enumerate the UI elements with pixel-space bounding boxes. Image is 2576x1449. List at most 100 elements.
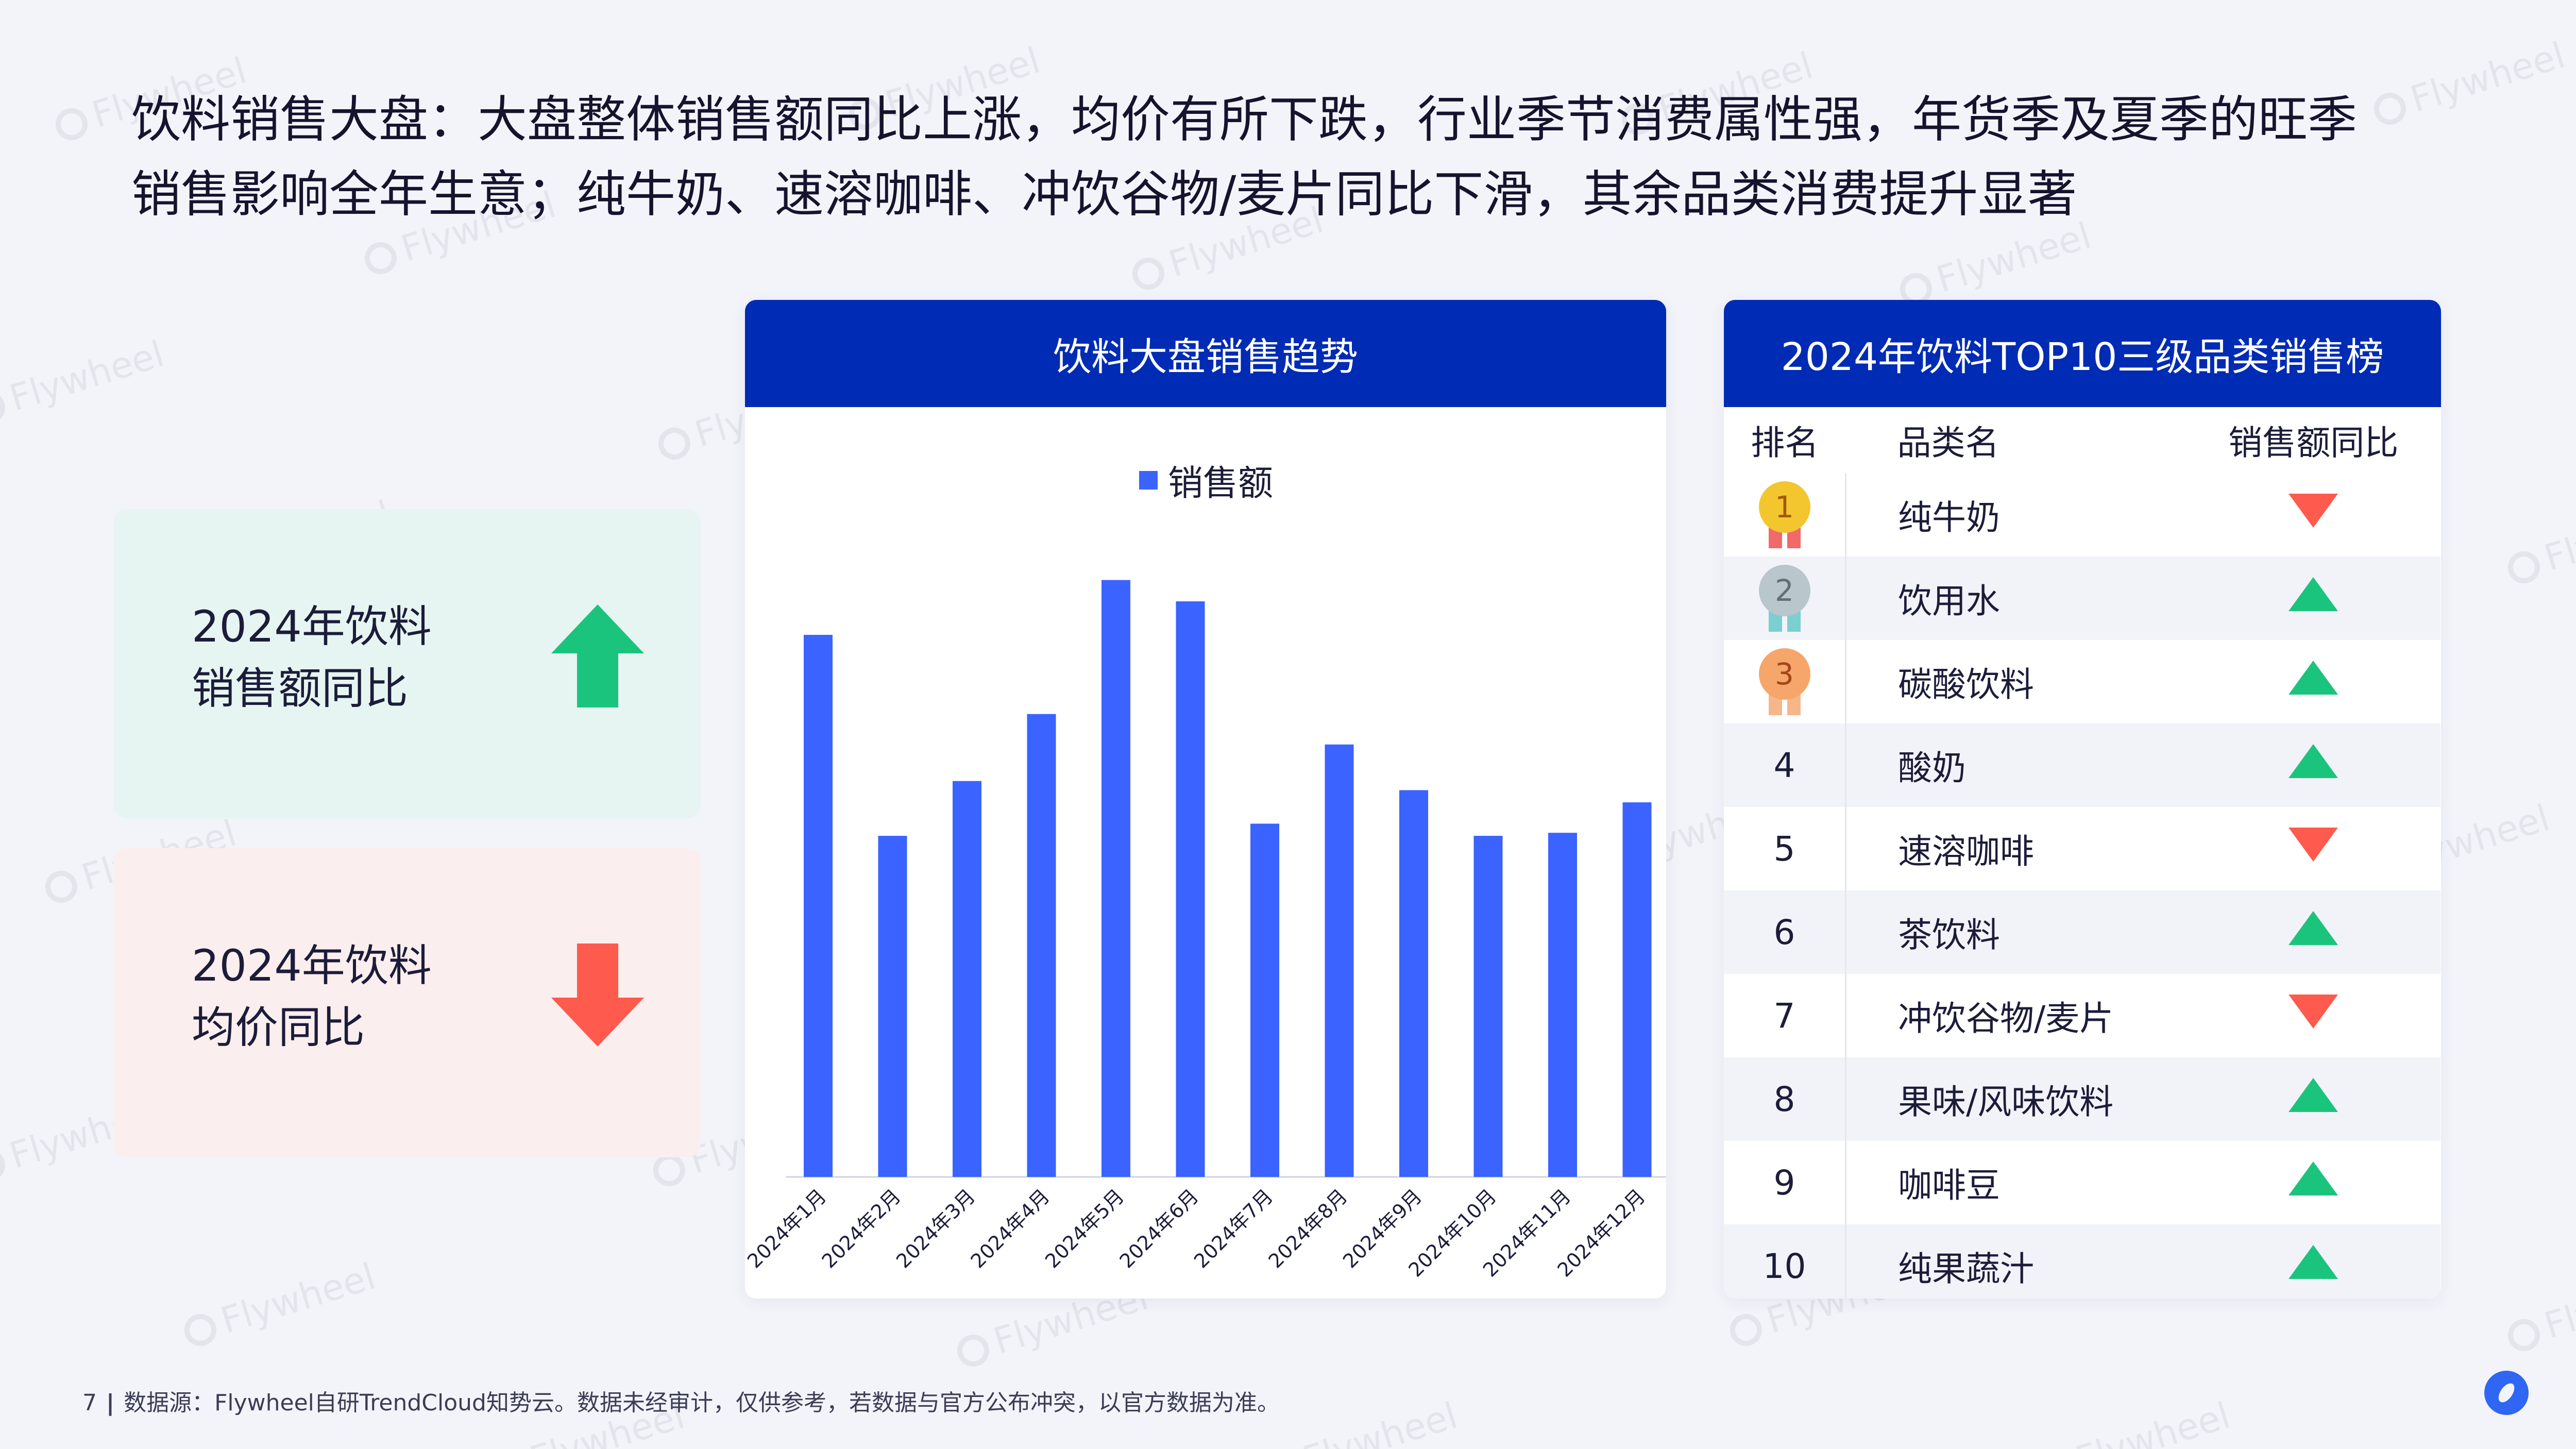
flywheel-watermark-icon xyxy=(361,238,401,278)
category-name: 饮用水 xyxy=(1845,557,2187,640)
x-tick-label: 2024年3月 xyxy=(892,1185,979,1272)
table-row: 9 咖啡豆 xyxy=(1724,1141,2441,1224)
table-row: 2 饮用水 xyxy=(1724,557,2441,640)
sales-trend-title: 饮料大盘销售趋势 xyxy=(745,300,1666,407)
table-row: 4 酸奶 xyxy=(1724,723,2441,807)
medal-rank-number: 1 xyxy=(1758,481,1810,533)
flywheel-watermark-icon xyxy=(52,104,92,144)
x-tick-label: 2024年2月 xyxy=(818,1185,905,1272)
flywheel-watermark-icon xyxy=(41,867,81,907)
table-row: 7 冲饮谷物/麦片 xyxy=(1724,974,2441,1057)
source-note: 数据源：Flywheel自研TrendCloud知势云。数据未经审计，仅供参考，… xyxy=(124,1390,1280,1416)
trend-cell xyxy=(2187,1057,2441,1141)
category-name: 纯牛奶 xyxy=(1898,498,2000,537)
x-tick-label: 2024年8月 xyxy=(1264,1185,1352,1272)
trend-cell xyxy=(2187,890,2441,974)
bar xyxy=(1250,823,1279,1177)
header-rank: 排名 xyxy=(1751,423,1819,463)
kpi-label-line: 销售额同比 xyxy=(192,663,409,714)
watermark: Flywheel xyxy=(0,333,169,431)
trend-cell xyxy=(2187,640,2441,723)
flywheel-watermark-icon xyxy=(0,1145,9,1185)
medal-rank-number: 2 xyxy=(1758,565,1810,616)
arrow-down-icon xyxy=(551,943,644,1047)
table-row: 10 纯果蔬汁 xyxy=(1724,1224,2441,1299)
triangle-down-icon xyxy=(2289,995,2338,1029)
medal-icon: 1 xyxy=(1756,481,1813,548)
trend-cell xyxy=(2187,1224,2441,1299)
kpi-card-sales-yoy: 2024年饮料 销售额同比 xyxy=(113,509,701,818)
watermark: Flywheel xyxy=(2502,493,2576,591)
sales-trend-panel: 饮料大盘销售趋势 销售额 2024年1月 2024年2月 2024年3月 2024年4… xyxy=(745,300,1666,1299)
x-tick-label: 2024年4月 xyxy=(967,1185,1054,1272)
flywheel-watermark-icon xyxy=(953,1330,993,1371)
table-row: 3 碳酸饮料 xyxy=(1724,640,2441,723)
bar xyxy=(1473,836,1503,1177)
arrow-up-icon xyxy=(551,604,644,707)
category-name: 速溶咖啡 xyxy=(1898,832,2034,871)
category-name: 咖啡豆 xyxy=(1898,1166,2000,1205)
rank-number: 8 xyxy=(1773,1079,1795,1119)
headline-line-1: 饮料销售大盘：大盘整体销售额同比上涨，均价有所下跌，行业季节消费属性强，年货季及… xyxy=(131,91,2357,148)
bar xyxy=(953,781,981,1177)
x-tick-label: 2024年5月 xyxy=(1041,1185,1128,1272)
kpi-card-price-yoy: 2024年饮料 均价同比 xyxy=(113,848,701,1157)
rank-number: 10 xyxy=(1762,1246,1806,1286)
medal-rank-number: 3 xyxy=(1758,648,1810,700)
table-row: 1 纯牛奶 xyxy=(1724,473,2441,557)
header-trend: 销售额同比 xyxy=(2228,423,2399,463)
category-name: 冲饮谷物/麦片 xyxy=(1898,999,2114,1038)
category-name: 酸奶 xyxy=(1845,723,2187,807)
legend-label: 销售额 xyxy=(1168,463,1274,504)
category-name: 纯果蔬汁 xyxy=(1845,1224,2187,1299)
flywheel-watermark-icon xyxy=(654,424,694,464)
bar-chart: 2024年1月2024年2月2024年3月2024年4月2024年5月2024年… xyxy=(745,580,1666,1282)
watermark: Flywheel xyxy=(2033,1394,2235,1449)
triangle-up-icon xyxy=(2289,1161,2338,1195)
bar xyxy=(878,836,907,1177)
headline-line-2: 销售影响全年生意；纯牛奶、速溶咖啡、冲饮谷物/麦片同比下滑，其余品类消费提升显著 xyxy=(131,165,2077,223)
medal-icon: 3 xyxy=(1756,648,1813,715)
rank-number: 6 xyxy=(1773,912,1795,952)
triangle-up-icon xyxy=(2289,1245,2338,1279)
flywheel-watermark-icon xyxy=(1726,1310,1766,1350)
kpi-label-line: 2024年饮料 xyxy=(192,601,432,652)
rank-number: 9 xyxy=(1773,1162,1795,1203)
watermark: Flywheel xyxy=(2502,1260,2576,1359)
kpi-label: 2024年饮料 均价同比 xyxy=(192,935,432,1058)
rank-cell: 10 xyxy=(1724,1224,1846,1299)
x-tick-label: 2024年7月 xyxy=(1190,1185,1277,1272)
triangle-up-icon xyxy=(2289,577,2338,611)
rank-number: 7 xyxy=(1773,996,1795,1036)
rank-cell: 6 xyxy=(1724,890,1846,974)
triangle-up-icon xyxy=(2289,661,2338,695)
rank-cell: 2 xyxy=(1724,557,1846,640)
kpi-label-line: 均价同比 xyxy=(192,1002,365,1053)
rank-cell: 7 xyxy=(1724,974,1846,1057)
triangle-up-icon xyxy=(2289,1078,2338,1112)
legend-swatch xyxy=(1139,470,1158,490)
trend-cell xyxy=(2187,1141,2441,1224)
bar xyxy=(1622,802,1652,1177)
footer: 7 | 数据源：Flywheel自研TrendCloud知势云。数据未经审计，仅供参… xyxy=(82,1390,1280,1416)
table-row: 8 果味/风味饮料 xyxy=(1724,1057,2441,1141)
bar xyxy=(804,635,833,1177)
rank-cell: 5 xyxy=(1724,807,1846,890)
flywheel-watermark-icon xyxy=(2504,547,2544,587)
trend-cell xyxy=(2187,557,2441,640)
watermark-text: Flywheel xyxy=(2539,1260,2576,1347)
watermark-text: Flywheel xyxy=(2539,492,2576,580)
top10-ranking-panel: 2024年饮料TOP10三级品类销售榜 排名 品类名 销售额同比 1 纯牛奶 2 饮用… xyxy=(1724,300,2441,1299)
rank-number: 4 xyxy=(1773,745,1795,785)
flywheel-logo-icon xyxy=(2484,1371,2529,1415)
header-name: 品类名 xyxy=(1897,423,1999,463)
flywheel-watermark-icon xyxy=(180,1310,221,1350)
bar xyxy=(1027,714,1056,1177)
page-number: 7 xyxy=(82,1390,97,1416)
trend-cell xyxy=(2187,807,2441,890)
trend-cell xyxy=(2187,723,2441,807)
trend-cell xyxy=(2187,473,2441,557)
flywheel-watermark-icon xyxy=(0,387,9,428)
medal-icon: 2 xyxy=(1756,565,1813,632)
